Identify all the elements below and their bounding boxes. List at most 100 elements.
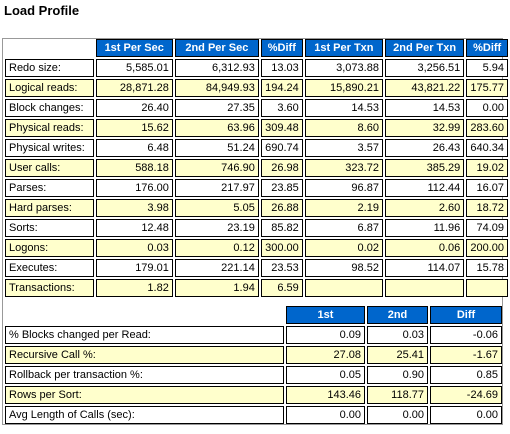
table-row: Block changes: 26.40 27.35 3.60 14.53 14.53 0.… (5, 99, 508, 117)
table-row: Logical reads: 28,871.28 84,949.93 194.24 15… (5, 79, 508, 97)
value-cell: 114.07 (384, 259, 465, 277)
value-cell: 13.03 (260, 59, 303, 77)
value-cell: 0.05 (286, 366, 365, 384)
value-cell: 2.60 (384, 199, 465, 217)
value-cell: 0.00 (466, 99, 508, 117)
table-row: Hard parses: 3.98 5.05 26.88 2.19 2.60 18.72 (5, 199, 508, 217)
table-row: Physical reads: 15.62 63.96 309.48 8.60 32.99… (5, 119, 508, 137)
row-label: Block changes: (5, 99, 94, 117)
value-cell: 85.82 (260, 219, 303, 237)
table-row: Sorts: 12.48 23.19 85.82 6.87 11.96 74.09 (5, 219, 508, 237)
row-label: Hard parses: (5, 199, 94, 217)
value-cell: 6.48 (95, 139, 173, 157)
column-header: %Diff (466, 39, 508, 57)
value-cell: 63.96 (174, 119, 259, 137)
table-row: Rollback per transaction %: 0.05 0.90 0.85 (5, 366, 502, 384)
column-header: 1st (286, 306, 365, 324)
row-label: Physical reads: (5, 119, 94, 137)
value-cell: 0.00 (286, 406, 365, 424)
value-cell: 0.03 (367, 326, 428, 344)
value-cell: 26.43 (384, 139, 465, 157)
value-cell: 176.00 (95, 179, 173, 197)
row-label: Avg Length of Calls (sec): (5, 406, 284, 424)
row-label: Recursive Call %: (5, 346, 284, 364)
value-cell: 3.98 (95, 199, 173, 217)
value-cell: 179.01 (95, 259, 173, 277)
table-row: % Blocks changed per Read: 0.09 0.03 -0.06 (5, 326, 502, 344)
header-row: 1st 2nd Diff (5, 306, 502, 324)
value-cell: 175.77 (466, 79, 508, 97)
value-cell (384, 279, 465, 297)
column-header: Diff (430, 306, 502, 324)
value-cell: 309.48 (260, 119, 303, 137)
value-cell: 27.35 (174, 99, 259, 117)
row-label: Rollback per transaction %: (5, 366, 284, 384)
value-cell: 200.00 (466, 239, 508, 257)
header-blank-cell (5, 39, 94, 57)
value-cell: 221.14 (174, 259, 259, 277)
row-label: Transactions: (5, 279, 94, 297)
row-label: Logical reads: (5, 79, 94, 97)
value-cell: 0.09 (286, 326, 365, 344)
value-cell: 640.34 (466, 139, 508, 157)
value-cell: 385.29 (384, 159, 465, 177)
value-cell: 588.18 (95, 159, 173, 177)
value-cell: 27.08 (286, 346, 365, 364)
value-cell: 1.94 (174, 279, 259, 297)
value-cell: -24.69 (430, 386, 502, 404)
table-row: Redo size: 5,585.01 6,312.93 13.03 3,073.88 3… (5, 59, 508, 77)
value-cell: 8.60 (304, 119, 383, 137)
value-cell: 28,871.28 (95, 79, 173, 97)
value-cell: 23.85 (260, 179, 303, 197)
row-label: % Blocks changed per Read: (5, 326, 284, 344)
row-label: Physical writes: (5, 139, 94, 157)
value-cell: 15,890.21 (304, 79, 383, 97)
value-cell: -1.67 (430, 346, 502, 364)
table-row: Rows per Sort: 143.46 118.77 -24.69 (5, 386, 502, 404)
value-cell: 143.46 (286, 386, 365, 404)
value-cell: 690.74 (260, 139, 303, 157)
row-label: Logons: (5, 239, 94, 257)
value-cell: 5,585.01 (95, 59, 173, 77)
row-label: Parses: (5, 179, 94, 197)
column-header: 2nd (367, 306, 428, 324)
row-label: Executes: (5, 259, 94, 277)
value-cell: 0.06 (384, 239, 465, 257)
row-label: Rows per Sort: (5, 386, 284, 404)
header-row: 1st Per Sec 2nd Per Sec %Diff 1st Per Tx… (5, 39, 508, 57)
value-cell: 0.02 (304, 239, 383, 257)
table-row: Transactions: 1.82 1.94 6.59 (5, 279, 508, 297)
value-cell: 15.78 (466, 259, 508, 277)
value-cell: 14.53 (304, 99, 383, 117)
value-cell: 746.90 (174, 159, 259, 177)
value-cell: 6.87 (304, 219, 383, 237)
column-header: 2nd Per Sec (174, 39, 259, 57)
row-label: User calls: (5, 159, 94, 177)
value-cell (466, 279, 508, 297)
value-cell: 15.62 (95, 119, 173, 137)
ratios-table: 1st 2nd Diff % Blocks changed per Read: 0… (3, 304, 504, 426)
value-cell: 3,073.88 (304, 59, 383, 77)
value-cell: 3,256.51 (384, 59, 465, 77)
value-cell: 0.90 (367, 366, 428, 384)
value-cell: 43,821.22 (384, 79, 465, 97)
column-header: 2nd Per Txn (384, 39, 465, 57)
value-cell: 1.82 (95, 279, 173, 297)
value-cell: 323.72 (304, 159, 383, 177)
value-cell: 6.59 (260, 279, 303, 297)
value-cell: 112.44 (384, 179, 465, 197)
value-cell: 84,949.93 (174, 79, 259, 97)
column-header: 1st Per Txn (304, 39, 383, 57)
value-cell: 26.98 (260, 159, 303, 177)
table-row: Parses: 176.00 217.97 23.85 96.87 112.44 16.07 (5, 179, 508, 197)
value-cell: 194.24 (260, 79, 303, 97)
value-cell: 11.96 (384, 219, 465, 237)
row-label: Sorts: (5, 219, 94, 237)
value-cell: 0.00 (367, 406, 428, 424)
value-cell: 6,312.93 (174, 59, 259, 77)
load-profile-table: 1st Per Sec 2nd Per Sec %Diff 1st Per Tx… (3, 37, 510, 299)
value-cell: 26.88 (260, 199, 303, 217)
value-cell: 3.60 (260, 99, 303, 117)
table-row: Avg Length of Calls (sec): 0.00 0.00 0.00 (5, 406, 502, 424)
value-cell: 98.52 (304, 259, 383, 277)
